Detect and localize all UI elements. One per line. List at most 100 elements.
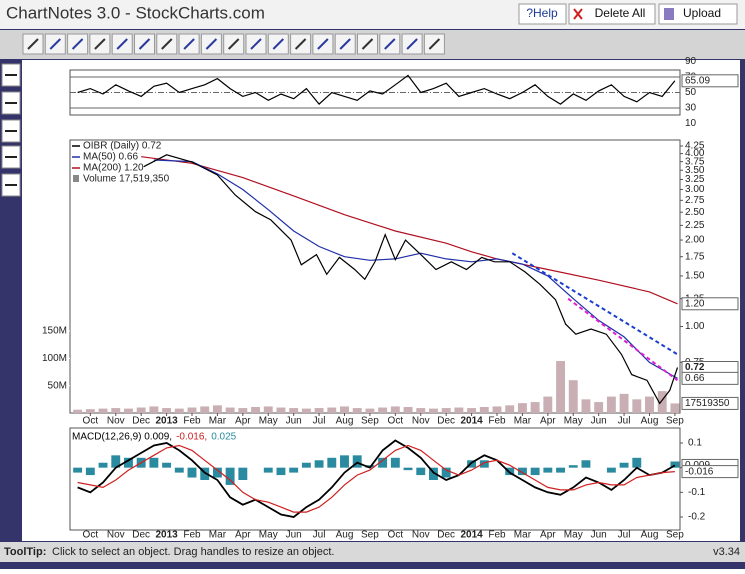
x-tick-label: Jul xyxy=(313,416,326,427)
macd-histogram xyxy=(149,457,159,468)
macd-legend: MACD(12,26,9) 0.009, xyxy=(72,432,172,443)
x-tick-label: Oct xyxy=(388,416,404,427)
x-tick-label: Oct xyxy=(388,530,404,541)
macd-legend: -0.016, xyxy=(176,432,207,443)
x-tick-label: Nov xyxy=(107,416,125,427)
macd-histogram xyxy=(98,462,108,468)
x-tick-label: Mar xyxy=(514,530,532,541)
x-tick-label: Mar xyxy=(209,416,227,427)
x-tick-label: Dec xyxy=(437,530,455,541)
x-tick-label: 2013 xyxy=(155,416,178,427)
x-tick-label: Nov xyxy=(107,530,125,541)
tool-icon xyxy=(71,38,84,50)
x-tick-label: Nov xyxy=(412,530,430,541)
volume-bar xyxy=(352,408,362,413)
volume-bar xyxy=(467,408,477,413)
macd-histogram xyxy=(111,455,121,468)
macd-histogram xyxy=(263,467,273,473)
price-tick-label: 2.75 xyxy=(685,195,705,206)
macd-histogram xyxy=(416,467,426,476)
rsi-line xyxy=(77,74,676,105)
macd-histogram xyxy=(187,467,197,478)
value-box xyxy=(681,465,739,479)
macd-panel xyxy=(69,427,681,531)
x-tick-label: Sep xyxy=(361,416,379,427)
tool-icon xyxy=(116,38,128,50)
value-box xyxy=(681,371,739,385)
x-tick-label: Jun xyxy=(591,416,607,427)
macd-histogram xyxy=(568,465,578,468)
x-tick-label: May xyxy=(259,530,278,541)
volume-bar xyxy=(200,406,210,413)
x-tick-label: 2014 xyxy=(460,416,483,427)
macd-histogram xyxy=(238,467,248,480)
rsi-tick-label: 50 xyxy=(685,87,697,98)
value-label: 17519350 xyxy=(685,398,730,409)
x-tick-label: Feb xyxy=(488,416,506,427)
macd-histogram xyxy=(479,460,489,468)
value-label: 0.72 xyxy=(685,362,705,373)
volume-bar xyxy=(556,361,565,413)
macd-histogram xyxy=(301,462,311,468)
x-tick-label: May xyxy=(564,416,583,427)
volume-bar xyxy=(530,402,540,413)
volume-bar xyxy=(517,403,527,413)
volume-bar xyxy=(492,406,502,413)
macd-histogram xyxy=(352,455,362,468)
x-tick-label: Sep xyxy=(361,530,379,541)
volume-bar xyxy=(340,406,349,413)
tool-icon xyxy=(205,38,218,50)
macd-histogram xyxy=(530,467,540,476)
volume-bar xyxy=(429,408,438,413)
delete-button[interactable] xyxy=(568,3,656,25)
x-tick-label: Feb xyxy=(488,530,506,541)
volume-bar xyxy=(327,407,337,413)
x-tick-label: Oct xyxy=(83,416,99,427)
legend-label: MA(50) 0.66 xyxy=(83,152,138,163)
price-tick-label: 3.25 xyxy=(685,174,705,185)
x-tick-label: Dec xyxy=(437,416,455,427)
tool-icon xyxy=(94,38,106,50)
macd-histogram xyxy=(403,467,413,471)
status-bar xyxy=(0,542,745,562)
price-tick-label: 2.50 xyxy=(685,207,705,218)
status-label: ToolTip: xyxy=(4,546,46,558)
volume-bar xyxy=(85,409,95,413)
x-tick-label: Feb xyxy=(183,416,201,427)
x-tick-label: Oct xyxy=(83,530,99,541)
x-tick-label: Apr xyxy=(540,530,556,541)
help-button[interactable] xyxy=(518,3,567,25)
volume-tick-label: 100M xyxy=(42,353,67,364)
volume-bar xyxy=(416,408,426,413)
x-tick-label: Sep xyxy=(666,416,684,427)
x-tick-label: Jul xyxy=(618,416,631,427)
volume-bar xyxy=(251,406,260,413)
macd-histogram xyxy=(85,467,95,476)
value-box xyxy=(681,396,739,410)
legend-label: OIBR (Daily) 0.72 xyxy=(83,141,162,152)
x-tick-label: Jul xyxy=(313,530,326,541)
tool-icon xyxy=(49,38,62,50)
tool-icon xyxy=(161,38,173,50)
volume-bar xyxy=(314,408,324,413)
macd-histogram xyxy=(517,467,527,476)
macd-histogram xyxy=(340,455,349,468)
tool-icon xyxy=(272,38,285,50)
volume-bar xyxy=(568,380,578,413)
moving-average xyxy=(153,159,678,379)
delete-icon xyxy=(573,8,583,20)
upload-button[interactable] xyxy=(658,3,738,25)
macd-histogram xyxy=(212,467,222,478)
x-tick-label: Jun xyxy=(286,416,302,427)
macd-histogram xyxy=(73,467,83,473)
volume-bar xyxy=(212,405,222,413)
volume-bar xyxy=(301,408,311,413)
macd-histogram xyxy=(581,460,591,468)
volume-bar xyxy=(263,406,273,413)
x-tick-label: May xyxy=(259,416,278,427)
price-tick-label: 1.50 xyxy=(685,271,705,282)
volume-bar xyxy=(645,396,654,413)
tool-icon xyxy=(406,38,418,50)
macd-histogram xyxy=(606,467,616,473)
volume-bar xyxy=(390,406,400,413)
